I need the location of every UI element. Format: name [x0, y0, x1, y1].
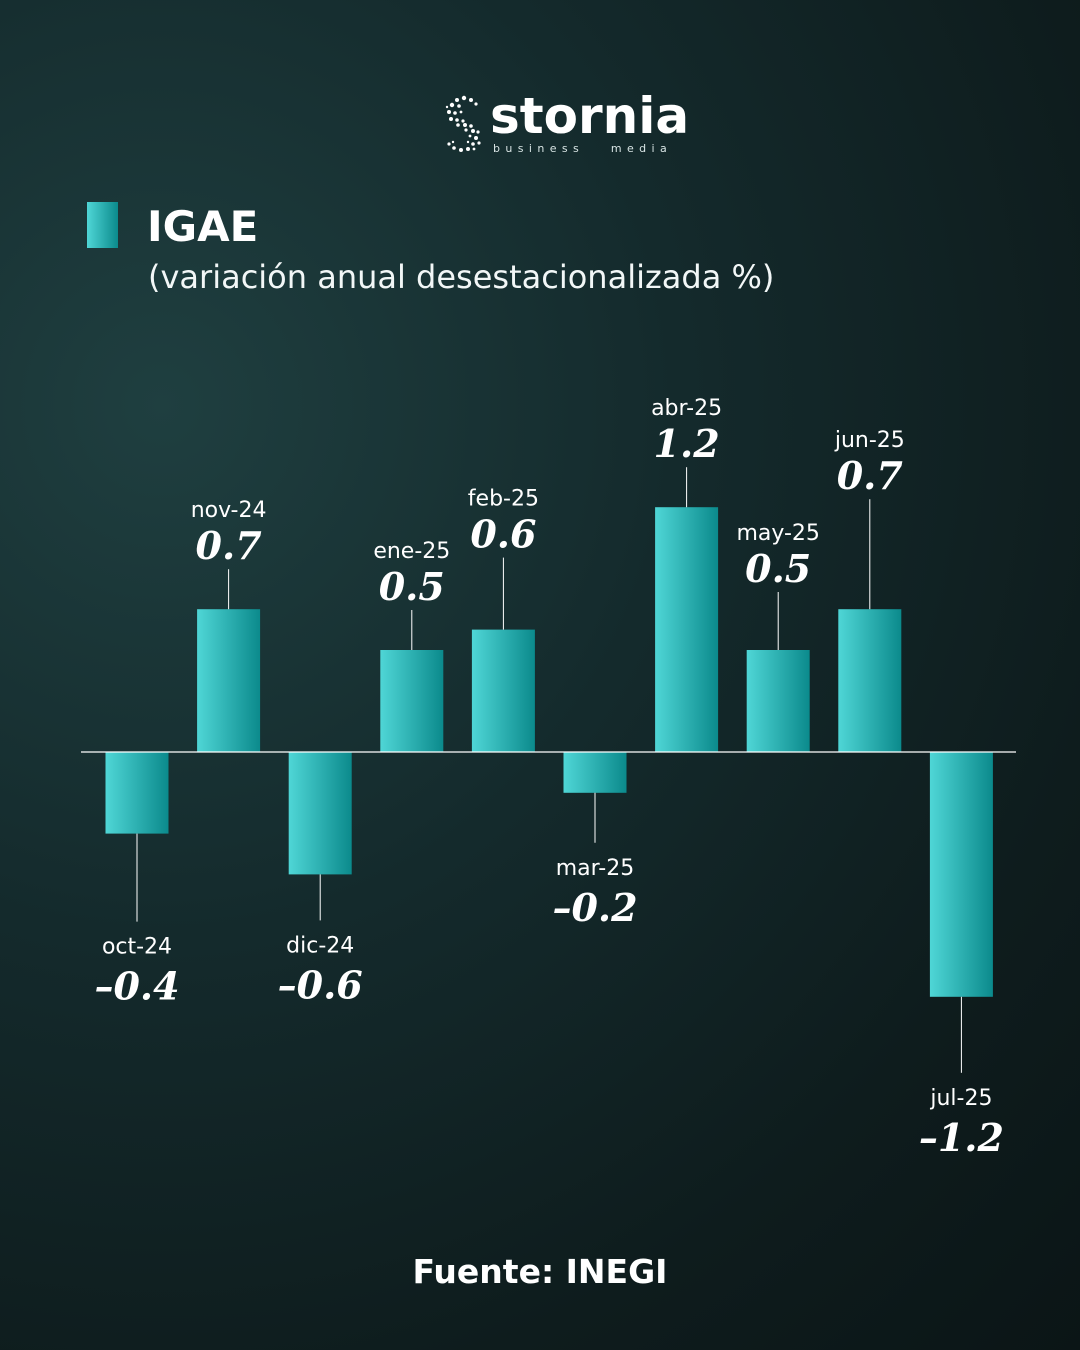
category-label: feb-25 [468, 487, 539, 512]
category-label: oct-24 [102, 935, 172, 960]
category-label: abr-25 [651, 396, 722, 421]
bar-nov-24 [197, 609, 261, 752]
chart-subtitle: (variación anual desestacionalizada %) [148, 258, 775, 296]
category-label: nov-24 [191, 498, 267, 523]
category-label: mar-25 [556, 856, 634, 881]
category-label: dic-24 [286, 933, 354, 958]
category-label: may-25 [736, 521, 819, 546]
bar-mar-25 [563, 752, 627, 793]
category-label: ene-25 [373, 539, 450, 564]
bar-jul-25 [929, 752, 993, 997]
bar-may-25 [746, 650, 810, 752]
bars-group: oct-24–0.4nov-240.7dic-24–0.6ene-250.5fe… [94, 396, 1004, 1160]
category-label: jun-25 [834, 428, 905, 453]
bar-dic-24 [288, 752, 352, 875]
value-label: 0.7 [196, 523, 262, 568]
bar-feb-25 [471, 629, 535, 752]
value-label: 0.6 [470, 512, 536, 557]
value-label: 1.2 [654, 421, 720, 466]
value-label: –0.6 [278, 962, 363, 1007]
bar-oct-24 [105, 752, 169, 834]
value-label: –0.2 [552, 885, 637, 930]
brand-name: stornia [490, 87, 690, 145]
stornia-logo-icon [445, 95, 481, 152]
value-label: –1.2 [919, 1115, 1004, 1160]
value-label: 0.7 [837, 453, 903, 498]
value-label: 0.5 [745, 546, 811, 591]
brand-logo: stornia business media [444, 87, 694, 160]
title-accent-bar [87, 202, 118, 248]
bar-ene-25 [380, 650, 444, 752]
category-label: jul-25 [929, 1086, 992, 1111]
value-label: 0.5 [379, 564, 445, 609]
source-note: Fuente: INEGI [412, 1252, 668, 1291]
bar-jun-25 [838, 609, 902, 752]
chart-title: IGAE [147, 202, 259, 251]
value-label: –0.4 [94, 964, 179, 1009]
bar-abr-25 [655, 507, 719, 752]
brand-tagline: business media [493, 142, 673, 155]
